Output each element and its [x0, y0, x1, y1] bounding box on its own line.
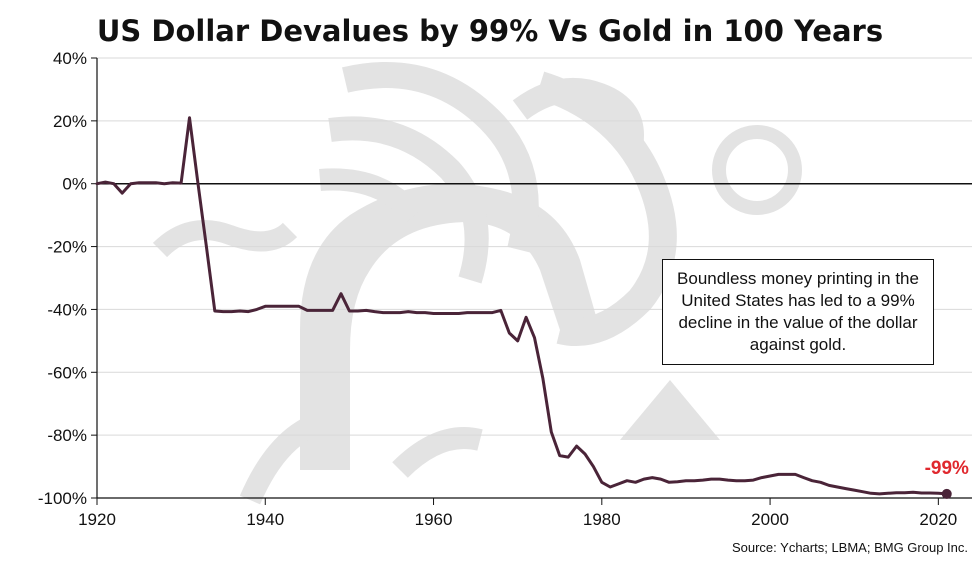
end-value-label: -99%: [925, 458, 969, 479]
y-tick-label: -80%: [47, 426, 87, 445]
y-tick-label: -40%: [47, 300, 87, 319]
y-tick-label: 0%: [62, 175, 87, 194]
callout-box: Boundless money printing in the United S…: [662, 259, 934, 365]
x-tick-label: 1940: [246, 510, 284, 529]
end-point-marker: [941, 488, 952, 499]
x-tick-label: 2000: [751, 510, 789, 529]
x-tick-label: 1920: [78, 510, 116, 529]
x-tick-label: 2020: [919, 510, 957, 529]
y-tick-label: 40%: [53, 49, 87, 68]
source-note: Source: Ycharts; LBMA; BMG Group Inc.: [731, 540, 968, 555]
x-tick-label: 1980: [583, 510, 621, 529]
y-tick-label: -20%: [47, 238, 87, 257]
gridlines: [97, 57, 972, 436]
annotation-layer: -99%: [925, 458, 969, 499]
watermark-logo: [152, 62, 802, 505]
y-axis-ticks: 40% 20% 0% -20% -40% -60% -80% -100%: [38, 49, 97, 508]
chart-title: US Dollar Devalues by 99% Vs Gold in 100…: [96, 14, 884, 48]
y-tick-label: 20%: [53, 112, 87, 131]
y-tick-label: -100%: [38, 489, 87, 508]
series-line: [95, 116, 949, 496]
series-layer: [95, 116, 949, 496]
axes: [96, 58, 972, 499]
x-tick-label: 1960: [415, 510, 453, 529]
x-axis-ticks: 1920 1940 1960 1980 2000 2020: [78, 498, 957, 529]
y-tick-label: -60%: [47, 363, 87, 382]
